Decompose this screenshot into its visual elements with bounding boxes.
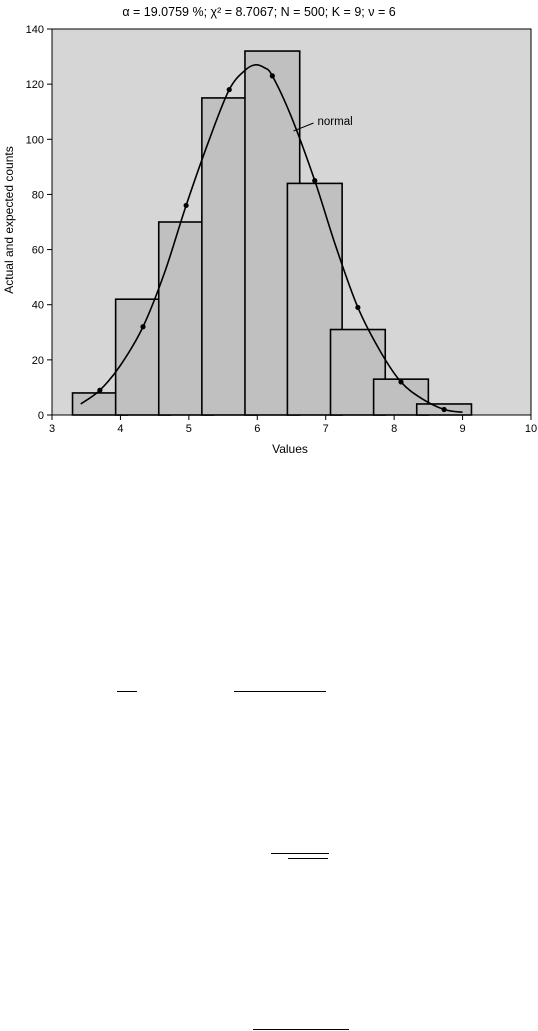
y-tick-label: 80 [32,189,44,201]
y-tick-label: 40 [32,300,44,312]
x-tick-label: 7 [323,423,329,435]
fraction-bar [117,691,137,692]
x-tick-label: 9 [460,423,466,435]
y-axis-title: Actual and expected counts [2,146,16,293]
y-axis: 0 20 40 60 80 100 120 140 [26,24,52,422]
expected-points-group [97,73,447,413]
fraction-bar [288,858,328,859]
expected-point [140,324,146,330]
x-tick-label: 8 [391,423,397,435]
curve-label-leader [293,122,314,132]
curve-label: normal [318,116,353,128]
expected-point [97,387,103,393]
fraction-bar [253,1029,349,1030]
x-tick-label: 4 [117,423,123,435]
x-tick-label: 10 [525,423,537,435]
chart-title: α = 19.0759 %; χ² = 8.7067; N = 500; K =… [122,5,395,19]
expected-point [355,304,361,311]
x-axis: 3 4 5 6 7 8 9 10 [49,415,537,435]
fraction-bar [234,691,326,692]
expected-point [269,73,275,79]
y-tick-label: 0 [38,410,44,422]
y-tick-label: 140 [26,24,44,36]
expected-point [183,202,189,209]
expected-point [226,87,232,93]
x-tick-label: 6 [254,423,260,435]
y-tick-label: 100 [26,134,44,146]
expected-point [398,379,404,385]
expected-point [441,406,447,413]
fraction-bar [271,853,329,854]
normal-curve [80,63,463,414]
x-tick-label: 3 [49,423,55,435]
expected-point [312,178,318,184]
chart: α = 19.0759 %; χ² = 8.7067; N = 500; K =… [2,5,537,456]
y-tick-label: 20 [32,355,44,367]
y-tick-label: 120 [26,79,44,91]
x-tick-label: 5 [186,423,192,435]
x-axis-title: Values [272,442,308,456]
y-tick-label: 60 [32,245,44,257]
